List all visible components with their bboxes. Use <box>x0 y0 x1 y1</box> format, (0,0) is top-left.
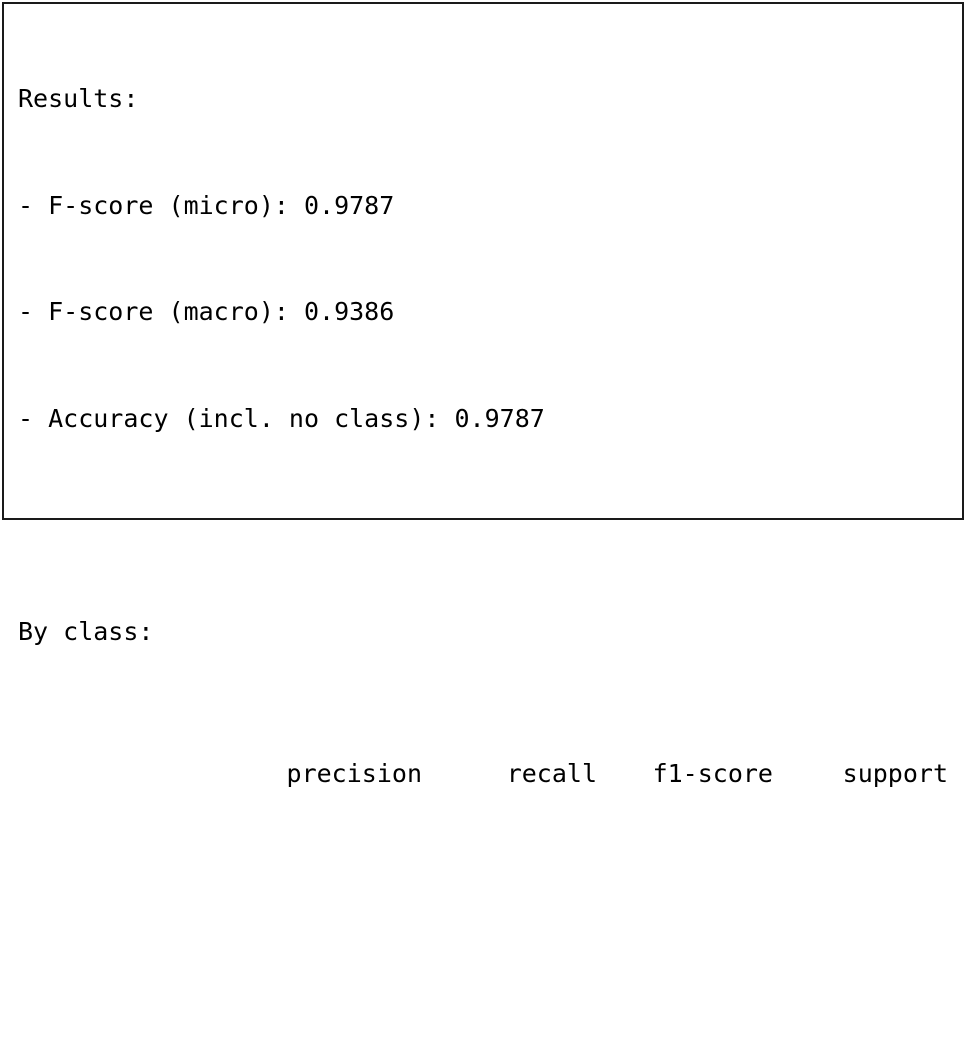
accuracy-line: - Accuracy (incl. no class): 0.9787 <box>18 401 948 437</box>
row-support: 42 <box>773 1040 948 1044</box>
column-header-recall: recall <box>422 756 597 792</box>
column-header-f1-score: f1-score <box>597 756 773 792</box>
results-header: Results: <box>18 81 948 117</box>
blank-line <box>18 898 948 934</box>
blank-line <box>18 507 948 543</box>
row-f1-score: 0.9882 <box>597 1040 773 1044</box>
column-header-precision: precision <box>229 756 422 792</box>
table-row: O0.97671.00000.988242 <box>18 1040 948 1044</box>
row-label: O <box>18 1040 229 1044</box>
results-panel: Results: - F-score (micro): 0.9787 - F-s… <box>2 2 964 520</box>
classification-report: Results: - F-score (micro): 0.9787 - F-s… <box>18 10 948 1044</box>
f-score-micro-line: - F-score (micro): 0.9787 <box>18 188 948 224</box>
f-score-macro-line: - F-score (macro): 0.9386 <box>18 294 948 330</box>
column-header-support: support <box>773 756 948 792</box>
by-class-header: By class: <box>18 614 948 650</box>
row-precision: 0.9767 <box>229 1040 422 1044</box>
row-recall: 1.0000 <box>422 1040 597 1044</box>
